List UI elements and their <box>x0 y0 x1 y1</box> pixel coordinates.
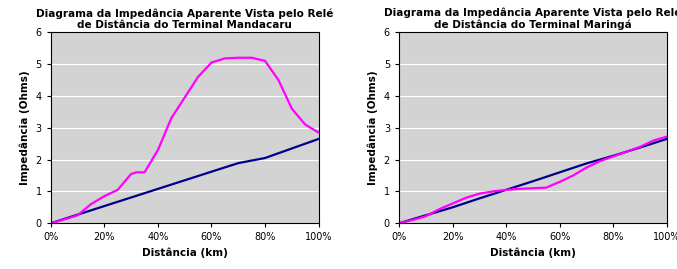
Z Teórico <box>288 147 296 150</box>
Z Real <box>301 123 309 126</box>
Z Real <box>422 215 430 218</box>
Z Real <box>221 57 229 60</box>
Z Teórico <box>234 161 242 165</box>
Line: Z Real: Z Real <box>399 137 667 223</box>
Z Teórico <box>609 154 617 157</box>
Z Real <box>60 218 68 221</box>
Z Teórico <box>422 214 430 217</box>
Z Real <box>194 75 202 79</box>
Title: Diagrama da Impedância Aparente Vista pelo Relé
de Distância do Terminal Mandaca: Diagrama da Impedância Aparente Vista pe… <box>36 8 333 30</box>
Z Teórico <box>395 222 403 225</box>
Z Teórico <box>315 137 323 140</box>
Z Real <box>542 186 550 189</box>
Z Real <box>74 214 82 217</box>
Z Real <box>435 208 443 211</box>
Z Real <box>636 145 644 148</box>
Z Real <box>100 194 108 198</box>
Z Teórico <box>636 146 644 149</box>
Z Teórico <box>475 197 483 200</box>
Z Real <box>114 188 122 192</box>
Z Real <box>448 202 456 205</box>
Z Teórico <box>556 171 564 174</box>
Z Real <box>475 192 483 195</box>
Z Teórico <box>207 170 215 173</box>
Z Real <box>133 171 141 174</box>
Z Teórico <box>502 188 510 192</box>
Z Real <box>47 222 55 225</box>
Z Real <box>649 139 657 142</box>
Z Real <box>582 166 590 169</box>
Z Real <box>248 56 256 59</box>
Z Real <box>154 148 162 152</box>
Z Real <box>408 218 416 222</box>
Z Real <box>288 107 296 110</box>
Z Teórico <box>154 187 162 190</box>
Z Teórico <box>100 204 108 208</box>
Y-axis label: Impedância (Ohms): Impedância (Ohms) <box>368 70 378 185</box>
Line: Z Teórico: Z Teórico <box>51 139 319 223</box>
Z Real <box>596 160 604 163</box>
Z Teórico <box>47 222 55 225</box>
X-axis label: Distância (km): Distância (km) <box>490 248 576 258</box>
Z Teórico <box>74 213 82 216</box>
Z Teórico <box>582 162 590 165</box>
Z Real <box>663 135 671 138</box>
Z Real <box>609 155 617 158</box>
Z Real <box>502 188 510 192</box>
Z Teórico <box>529 180 537 183</box>
Z Real <box>395 222 403 225</box>
Z Real <box>167 116 175 120</box>
Title: Diagrama da Impedância Aparente Vista pelo Relé
de Distância do Terminal Maringá: Diagrama da Impedância Aparente Vista pe… <box>385 8 677 30</box>
Z Teórico <box>663 137 671 140</box>
Z Real <box>529 187 537 190</box>
Y-axis label: Impedância (Ohms): Impedância (Ohms) <box>20 70 30 185</box>
Z Teórico <box>181 179 189 182</box>
Z Teórico <box>261 156 269 160</box>
Z Teórico <box>127 196 135 199</box>
Z Real <box>569 174 577 177</box>
Z Real <box>274 78 282 82</box>
Z Real <box>181 96 189 99</box>
Z Real <box>261 59 269 62</box>
Z Teórico <box>448 206 456 209</box>
Z Real <box>127 172 135 176</box>
Line: Z Teórico: Z Teórico <box>399 139 667 223</box>
Z Real <box>623 150 631 153</box>
Z Real <box>122 179 130 182</box>
Z Real <box>515 187 523 190</box>
Z Real <box>462 196 470 199</box>
Z Real <box>234 56 242 59</box>
Line: Z Real: Z Real <box>51 58 319 223</box>
Z Real <box>207 61 215 64</box>
Z Real <box>556 180 564 183</box>
Z Real <box>140 171 148 174</box>
Z Real <box>315 131 323 134</box>
Z Real <box>87 203 95 206</box>
X-axis label: Distância (km): Distância (km) <box>141 248 227 258</box>
Z Real <box>489 190 497 193</box>
